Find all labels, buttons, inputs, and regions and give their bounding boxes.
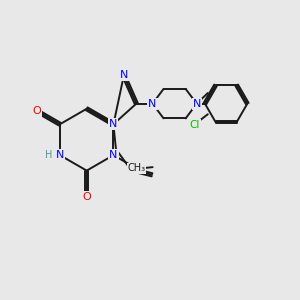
Text: H: H [45, 150, 52, 160]
Text: N: N [56, 150, 64, 160]
Text: N: N [120, 70, 128, 80]
Text: CH₃: CH₃ [128, 164, 146, 173]
Text: Cl: Cl [189, 120, 200, 130]
Text: O: O [82, 192, 91, 202]
Text: N: N [109, 150, 118, 160]
Text: N: N [193, 99, 201, 109]
Text: N: N [148, 99, 157, 109]
Text: N: N [109, 119, 118, 129]
Text: O: O [33, 106, 41, 116]
